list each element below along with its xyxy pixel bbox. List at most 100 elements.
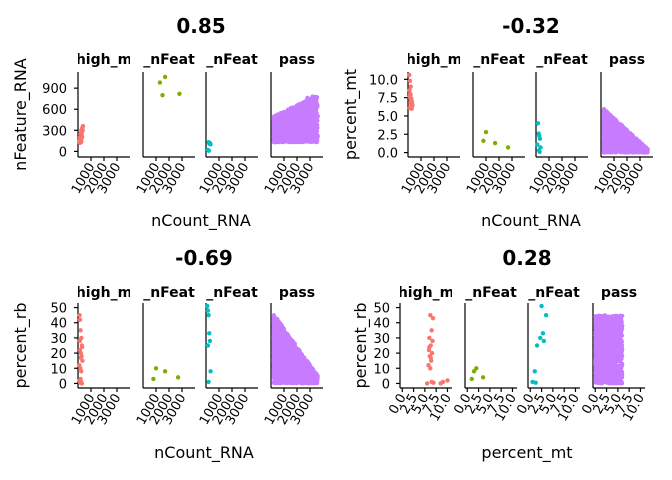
series-points <box>157 74 182 98</box>
data-point <box>303 364 308 369</box>
facet-strip: _nFeat <box>473 52 525 68</box>
data-point <box>286 372 291 377</box>
data-point <box>297 368 302 373</box>
data-point <box>630 134 635 139</box>
x-axis-label: nCount_RNA <box>481 211 581 231</box>
panel-3: -0.69percent_rbnCount_RNA01020304050high… <box>11 246 323 463</box>
data-point <box>407 72 412 78</box>
facet-strip-label: pass <box>279 285 315 301</box>
data-point <box>539 303 544 309</box>
panel-1: 0.85nFeature_RNAnCount_RNA0300600900high… <box>11 14 323 231</box>
y-axis-label: nFeature_RNA <box>11 58 31 171</box>
facet-strip: high_m <box>76 285 132 301</box>
y-axis-label: percent_rb <box>351 302 371 388</box>
data-point <box>431 380 436 385</box>
data-point <box>314 379 319 384</box>
data-point <box>305 95 310 101</box>
data-point <box>281 129 286 134</box>
data-point <box>293 366 298 371</box>
facet-strip: _nFeat <box>143 285 195 301</box>
data-point <box>532 369 537 374</box>
data-point <box>636 143 641 148</box>
data-point <box>291 118 296 123</box>
data-point <box>407 78 413 83</box>
facet-strip-label: high_m <box>76 285 132 301</box>
data-point <box>445 378 450 383</box>
data-point <box>293 363 298 368</box>
data-point <box>79 369 84 374</box>
data-point <box>272 315 277 320</box>
data-point <box>288 376 293 381</box>
data-point <box>294 116 299 121</box>
x-axis-label: nCount_RNA <box>151 211 251 231</box>
y-tick-label: 10 <box>50 362 67 377</box>
facet-strip: pass <box>279 285 315 301</box>
data-point <box>79 344 85 350</box>
data-point <box>428 355 433 360</box>
data-point <box>603 146 608 151</box>
facet-strip-label: _nFeat <box>528 285 580 301</box>
data-point <box>605 119 610 124</box>
data-point <box>78 376 83 382</box>
data-point <box>306 378 311 383</box>
data-point <box>77 312 82 318</box>
data-point <box>282 344 287 349</box>
data-point <box>79 126 85 132</box>
data-point <box>299 138 304 143</box>
data-point <box>288 350 293 355</box>
data-point <box>314 123 319 128</box>
data-point <box>271 124 276 129</box>
data-point <box>285 363 290 368</box>
data-point <box>303 373 308 378</box>
data-point <box>469 376 474 382</box>
data-point <box>537 149 542 155</box>
data-point <box>300 366 305 371</box>
series-points <box>593 313 625 386</box>
data-point <box>277 379 282 384</box>
data-point <box>205 343 211 348</box>
data-point <box>619 144 624 149</box>
data-point <box>272 137 277 142</box>
data-point <box>603 128 608 133</box>
facet-strip: pass <box>609 52 645 68</box>
y-tick-label: 0 <box>59 377 67 392</box>
series-points <box>469 366 486 382</box>
data-point <box>602 117 607 122</box>
facet-strip-label: _nFeat <box>143 52 195 68</box>
y-tick-label: 10 <box>373 362 390 377</box>
data-point <box>272 121 277 126</box>
facet-strip-label: high_m <box>398 285 454 301</box>
data-point <box>535 142 540 147</box>
y-tick-label: 30 <box>373 332 390 347</box>
panel-4: 0.28percent_rbpercent_mt01020304050high_… <box>351 246 648 463</box>
data-point <box>299 101 304 106</box>
data-point <box>294 110 299 115</box>
data-point <box>626 149 631 154</box>
data-point <box>295 349 300 354</box>
data-point <box>207 338 213 344</box>
data-point <box>313 104 318 109</box>
data-point <box>408 84 413 89</box>
data-point <box>407 88 412 93</box>
facet-strip-label: _nFeat <box>143 285 195 301</box>
y-tick-label: 40 <box>373 317 390 332</box>
facet-strip: pass <box>279 52 315 68</box>
data-point <box>310 94 315 99</box>
data-point <box>79 139 84 144</box>
data-point <box>537 136 543 141</box>
data-point <box>205 303 210 309</box>
data-point <box>304 105 309 110</box>
series-points <box>271 94 320 145</box>
data-point <box>440 379 446 385</box>
data-point <box>298 380 303 385</box>
data-point <box>297 104 302 109</box>
facet-strip: high_m <box>406 52 462 68</box>
data-point <box>274 358 279 363</box>
data-point <box>287 366 292 371</box>
data-point <box>78 355 83 360</box>
facet-strip-label: high_m <box>406 52 462 68</box>
data-point <box>540 331 546 336</box>
data-point <box>272 347 277 352</box>
series-points <box>481 129 511 150</box>
series-points <box>407 72 415 111</box>
